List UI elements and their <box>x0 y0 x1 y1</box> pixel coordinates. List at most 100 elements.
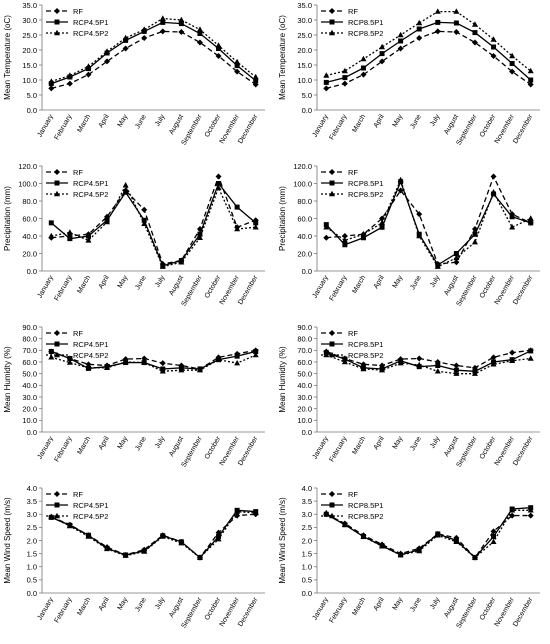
x-tick-label: June <box>134 113 148 130</box>
legend-marker <box>329 8 335 14</box>
x-tick-label: October <box>479 113 498 139</box>
x-tick-label: March <box>76 113 92 133</box>
y-tick-label: 25.0 <box>22 31 37 40</box>
y-tick-label: 50.0 <box>22 369 37 378</box>
x-tick-label: July <box>429 596 442 611</box>
data-point <box>196 26 203 32</box>
data-point <box>252 351 259 358</box>
data-point <box>216 46 222 51</box>
legend-marker <box>54 19 60 25</box>
x-tick-label: December <box>512 274 535 306</box>
legend-marker <box>54 330 60 336</box>
y-axis-label: Mean Humidty (%) <box>278 346 287 413</box>
x-tick-label: February <box>54 596 74 624</box>
x-tick-label: December <box>512 435 535 467</box>
y-tick-label: 3.5 <box>302 497 312 506</box>
data-point <box>434 28 441 35</box>
legend-marker <box>54 491 60 497</box>
panel-precipitation-rcp45: 0.0 20.0 40.0 60.0 80.0 100.0 120.0 January Febr… <box>0 161 275 322</box>
data-point <box>253 349 259 354</box>
legend-marker <box>54 512 60 519</box>
data-point <box>453 20 459 26</box>
data-point <box>360 55 367 62</box>
panel-temperature-rcp85: 0.0 5.0 10.0 15.0 20.0 25.0 30.0 35.0 January Feb… <box>275 0 550 161</box>
x-tick-label: May <box>392 596 405 611</box>
data-point <box>453 251 459 256</box>
data-point <box>416 361 423 368</box>
x-tick-label: January <box>37 113 56 138</box>
data-point <box>491 44 497 50</box>
data-point <box>341 358 348 365</box>
series-RF <box>48 28 259 92</box>
x-tick-label: June <box>409 435 423 452</box>
data-point <box>341 67 348 74</box>
data-point <box>490 528 497 535</box>
data-point <box>379 224 385 230</box>
data-point <box>527 512 534 519</box>
x-tick-label: February <box>329 435 349 463</box>
legend-label: RCP8.5P2 <box>348 190 383 199</box>
data-point <box>471 554 478 560</box>
y-tick-label: 1.5 <box>27 549 37 558</box>
y-tick-label: 20.0 <box>22 404 37 413</box>
series-line <box>51 183 256 268</box>
data-point <box>379 51 385 57</box>
legend-label: RF <box>73 329 83 338</box>
legend-marker <box>329 190 335 197</box>
series-line <box>326 349 531 369</box>
x-tick-label: July <box>154 435 167 450</box>
y-tick-label: 30.0 <box>297 393 312 402</box>
y-tick-label: 35.0 <box>22 1 37 10</box>
y-tick-label: 120.0 <box>293 162 312 171</box>
x-tick-label: July <box>154 596 167 611</box>
data-point <box>323 224 330 230</box>
series-RCP8.5P2 <box>323 507 534 560</box>
legend-label: RF <box>73 490 83 499</box>
data-point <box>434 8 441 14</box>
legend-marker <box>329 351 335 358</box>
legend-marker <box>54 351 60 358</box>
x-tick-label: February <box>54 435 74 463</box>
y-tick-label: 70.0 <box>22 346 37 355</box>
data-point <box>253 78 259 84</box>
data-point <box>253 220 259 226</box>
data-point <box>141 359 148 365</box>
data-point <box>360 231 367 237</box>
panel-temperature-rcp45: 0.0 5.0 10.0 15.0 20.0 25.0 30.0 35.0 January Feb… <box>0 0 275 161</box>
data-point <box>490 354 497 361</box>
x-tick-label: May <box>392 113 405 128</box>
data-point <box>234 508 241 514</box>
data-point <box>453 538 460 545</box>
data-point <box>453 29 460 35</box>
x-tick-label: August <box>168 435 185 457</box>
y-tick-label: 90.0 <box>297 323 312 332</box>
x-tick-label: July <box>429 113 442 128</box>
legend: RF RCP8.5P1 RCP8.5P2 <box>321 490 383 521</box>
x-tick-label: January <box>37 435 56 460</box>
y-tick-label: 40.0 <box>22 381 37 390</box>
series-line <box>51 349 256 370</box>
x-tick-label: January <box>312 596 331 621</box>
legend: RF RCP4.5P1 RCP4.5P2 <box>46 329 108 360</box>
y-tick-label: 3.0 <box>302 510 312 519</box>
x-tick-label: October <box>204 435 223 461</box>
x-tick-label: January <box>312 274 331 299</box>
x-tick-label: February <box>54 113 74 141</box>
legend-marker <box>54 190 60 197</box>
x-tick-label: August <box>168 274 185 296</box>
x-tick-label: July <box>154 274 167 289</box>
x-tick-label: October <box>204 113 223 139</box>
y-tick-label: 80.0 <box>297 334 312 343</box>
series-line <box>51 350 256 370</box>
series-line <box>51 17 257 83</box>
y-axis-label: Mean Humidty (%) <box>3 346 12 413</box>
data-point <box>122 182 129 188</box>
x-tick-label: July <box>154 113 167 128</box>
legend: RF RCP8.5P1 RCP8.5P2 <box>321 7 383 38</box>
x-tick-label: December <box>512 596 535 628</box>
data-point <box>471 21 478 27</box>
y-tick-label: 0.0 <box>302 589 312 598</box>
line-chart: 0.0 0.5 1.0 1.5 2.0 2.5 3.0 3.5 4.0 JanuaryFebrua… <box>3 484 265 630</box>
data-point <box>453 362 460 369</box>
y-tick-label: 0.5 <box>27 576 37 585</box>
